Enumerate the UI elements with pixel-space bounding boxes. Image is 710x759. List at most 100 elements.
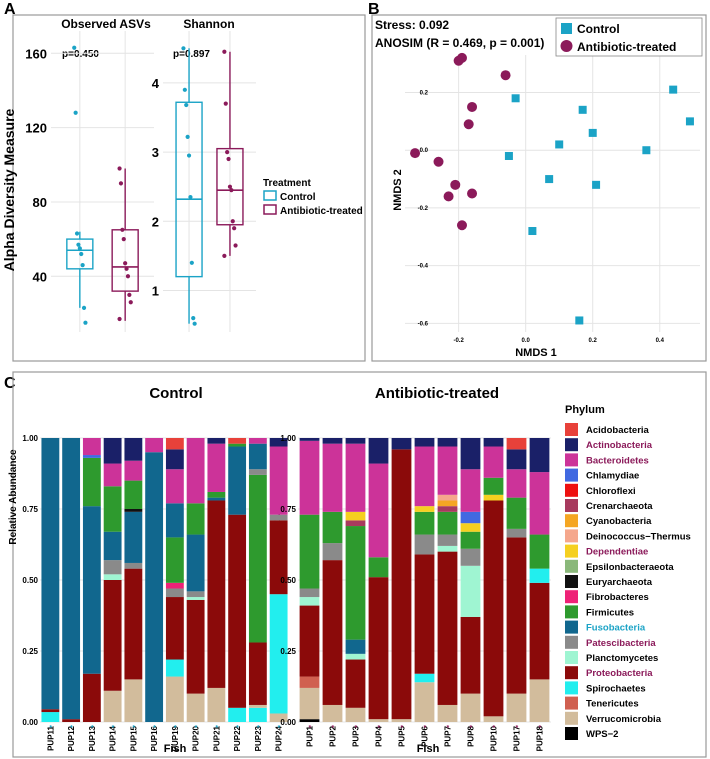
x-tick-label: PUP8 — [467, 725, 476, 746]
bar-segment — [529, 568, 550, 583]
data-point-antibiotic-treated — [222, 253, 227, 258]
bar-segment — [506, 438, 527, 450]
panel-b-legend-square-icon — [561, 23, 572, 34]
data-point-control — [189, 260, 194, 265]
bar-segment — [82, 438, 101, 456]
scatter-point-control — [504, 151, 513, 160]
legend-swatch — [565, 559, 578, 573]
data-point-control — [184, 102, 189, 108]
data-point-control — [76, 242, 81, 247]
legend-label: Verrucomicrobia — [586, 714, 662, 725]
data-point-control — [188, 194, 193, 200]
legend-swatch — [565, 635, 578, 649]
bar-segment — [207, 443, 226, 492]
panel-a-plot: 40 80 120 160 1 2 3 4 — [25, 31, 256, 332]
bar-segment — [460, 548, 481, 566]
bar-segment — [345, 526, 366, 640]
bar-segment — [186, 438, 205, 504]
x-tick-marker: * — [257, 725, 260, 732]
data-point-control — [181, 46, 186, 51]
bar-segment — [529, 438, 550, 473]
bar-segment — [391, 719, 412, 722]
legend-swatch — [565, 423, 578, 436]
panel-a-legend-control: Control — [263, 190, 316, 203]
legend-label: Bacteroidetes — [586, 455, 649, 466]
panel-label-b: B — [368, 1, 380, 18]
bar-segment — [414, 511, 435, 535]
bar-segment — [437, 545, 458, 552]
x-tick-label: PUP22 — [233, 725, 242, 751]
bar-segment — [368, 438, 389, 464]
bar-segment — [506, 497, 527, 529]
legend-swatch — [565, 483, 578, 497]
bar-segment — [437, 704, 458, 722]
panel-b-plot: -0.2 0.0 0.2 0.4 0.2 0.0 -0.2 -0.4 -0.6 — [405, 52, 700, 344]
bar-segment — [248, 469, 267, 475]
bar-segment — [103, 438, 122, 464]
bar-segment — [437, 500, 458, 507]
legend-swatch — [565, 529, 578, 543]
bar-segment — [483, 716, 504, 722]
x-tick-marker: * — [215, 725, 218, 732]
data-point-antibiotic-treated — [128, 300, 133, 305]
box-control — [66, 238, 94, 270]
scatter-point-control — [685, 117, 694, 126]
bar-segment — [207, 500, 226, 688]
legend-swatch — [565, 711, 578, 725]
panel-b-border — [371, 14, 707, 362]
bar-segment — [124, 511, 143, 563]
legend-swatch — [565, 696, 578, 710]
bar-segment — [103, 531, 122, 561]
x-tick-marker: * — [516, 725, 519, 732]
bar-segment — [82, 455, 101, 458]
bar-segment — [322, 438, 343, 444]
bar-segment — [186, 597, 205, 600]
bar-segment — [165, 438, 184, 450]
data-point-antibiotic-treated — [223, 101, 228, 106]
bar-segment — [460, 693, 481, 722]
bar-segment — [248, 438, 267, 444]
scatter-point-antibiotic — [450, 179, 461, 190]
data-point-control — [81, 305, 87, 310]
x-tick-marker: * — [355, 725, 358, 732]
data-point-antibiotic-treated — [227, 184, 233, 189]
bar-segment — [186, 534, 205, 592]
bar-segment — [483, 446, 504, 478]
bar-segment — [529, 582, 550, 680]
data-point-control — [74, 231, 80, 236]
box-control — [175, 101, 203, 278]
bar-segment — [269, 594, 288, 714]
legend-swatch — [565, 544, 578, 558]
bar-segment — [437, 534, 458, 546]
box-antibiotic-treated — [111, 229, 139, 292]
bar-segment — [460, 469, 481, 512]
legend-swatch — [565, 453, 578, 467]
bar-segment — [186, 599, 205, 694]
bar-segment — [41, 438, 60, 710]
scatter-point-control — [511, 94, 520, 103]
data-point-antibiotic-treated — [127, 292, 132, 297]
bar-segment — [460, 511, 481, 524]
legend-label: Proteobacteria — [586, 668, 653, 679]
legend-label: Crenarchaeota — [586, 501, 653, 512]
data-point-control — [72, 45, 77, 50]
bar-segment — [299, 687, 320, 720]
panel-b-legend: Control Antibiotic-treated — [555, 17, 703, 57]
bar-segment — [460, 531, 481, 549]
bar-segment — [460, 523, 481, 532]
bar-segment — [345, 653, 366, 660]
x-tick-label: PUP20 — [192, 725, 201, 751]
panel-b-legend-circle-icon — [560, 40, 573, 52]
bar-segment — [228, 443, 247, 447]
panel-a-pvalue-shannon: p=0.897 — [173, 49, 210, 60]
x-tick-label: PUP7 — [444, 725, 453, 746]
bar-segment — [437, 438, 458, 447]
bar-segment — [165, 503, 184, 538]
bar-segment — [299, 588, 320, 598]
legend-label: Chloroflexi — [586, 486, 636, 497]
bar-segment — [322, 560, 343, 705]
bar-segment — [391, 449, 412, 720]
legend-swatch — [565, 438, 578, 452]
